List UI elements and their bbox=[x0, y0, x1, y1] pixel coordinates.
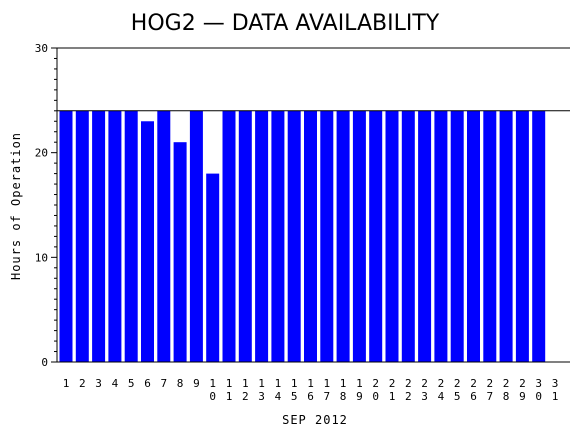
x-axis-label: SEP 2012 bbox=[282, 413, 348, 427]
bar-day-22 bbox=[401, 110, 415, 362]
bar-day-24 bbox=[434, 110, 448, 362]
y-tick-label: 0 bbox=[41, 356, 48, 369]
bar-day-29 bbox=[515, 110, 529, 362]
bar-day-9 bbox=[189, 110, 203, 362]
bar-day-7 bbox=[157, 110, 171, 362]
bar-day-14 bbox=[271, 110, 285, 362]
chart-title: HOG2 — DATA AVAILABILITY bbox=[131, 11, 440, 36]
y-tick-label: 10 bbox=[35, 251, 48, 264]
bar-day-21 bbox=[385, 110, 399, 362]
x-axis: 1 2 3 4 5 6 7 8 9 1 01 11 21 31 41 51 61 71 81 92 02 12 22 32 42… bbox=[63, 377, 559, 403]
x-tick-label-9: 9 bbox=[193, 377, 200, 390]
y-axis-label: Hours of Operation bbox=[9, 132, 23, 280]
bar-day-17 bbox=[320, 110, 334, 362]
y-axis: 0 10 20 30 bbox=[35, 42, 57, 369]
bar-day-8 bbox=[173, 142, 187, 362]
bar-day-30 bbox=[532, 110, 546, 362]
bar-day-15 bbox=[287, 110, 301, 362]
x-tick-label-1: 1 bbox=[63, 377, 70, 390]
bar-day-18 bbox=[336, 110, 350, 362]
bar-day-1 bbox=[59, 110, 73, 362]
bars-group bbox=[59, 110, 546, 363]
bar-day-13 bbox=[255, 110, 269, 362]
bar-day-10 bbox=[206, 173, 220, 362]
bar-day-23 bbox=[418, 110, 432, 362]
x-tick-label-6: 6 bbox=[144, 377, 151, 390]
bar-day-27 bbox=[483, 110, 497, 362]
x-tick-label-2: 2 bbox=[79, 377, 86, 390]
bar-day-6 bbox=[141, 121, 154, 363]
bar-day-26 bbox=[467, 110, 480, 362]
bar-day-2 bbox=[75, 110, 89, 362]
bar-day-3 bbox=[92, 110, 106, 362]
y-tick-label: 20 bbox=[35, 147, 48, 160]
x-tick-label-8: 8 bbox=[177, 377, 184, 390]
bar-day-25 bbox=[450, 110, 464, 362]
x-tick-label-7: 7 bbox=[160, 377, 167, 390]
bar-day-20 bbox=[369, 110, 383, 362]
bar-day-16 bbox=[304, 110, 317, 362]
x-tick-label-5: 5 bbox=[128, 377, 135, 390]
bar-day-11 bbox=[222, 110, 236, 362]
y-tick-label: 30 bbox=[35, 42, 48, 55]
x-tick-label-4: 4 bbox=[112, 377, 119, 390]
bar-day-4 bbox=[108, 110, 122, 362]
bar-day-5 bbox=[124, 110, 138, 362]
x-tick-label-3: 3 bbox=[95, 377, 102, 390]
bar-day-19 bbox=[352, 110, 366, 362]
bar-day-28 bbox=[499, 110, 513, 362]
bar-day-12 bbox=[238, 110, 252, 362]
